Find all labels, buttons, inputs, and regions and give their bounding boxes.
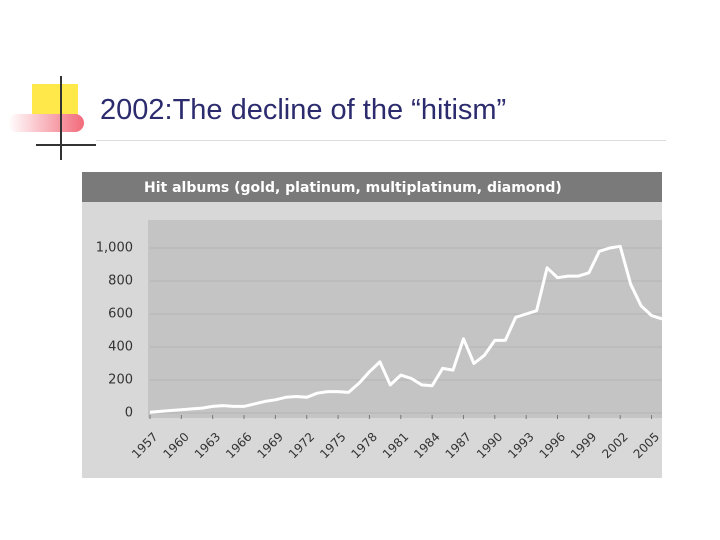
plot-area xyxy=(148,220,662,418)
decor-hline xyxy=(36,144,96,146)
y-tick-label: 0 xyxy=(125,406,133,421)
slide-title: 2002:The decline of the “hitism” xyxy=(100,94,507,126)
y-tick-label: 1,000 xyxy=(96,241,133,256)
chart-header xyxy=(82,172,662,202)
decor-vline xyxy=(60,76,62,160)
decor-bar xyxy=(8,114,84,132)
data-line xyxy=(149,244,663,414)
title-rule xyxy=(96,140,666,141)
y-tick-label: 600 xyxy=(108,307,133,322)
chart-title: Hit albums (gold, platinum, multiplatinu… xyxy=(144,180,562,196)
y-tick-label: 800 xyxy=(108,274,133,289)
y-tick-label: 200 xyxy=(108,373,133,388)
y-tick-label: 400 xyxy=(108,340,133,355)
